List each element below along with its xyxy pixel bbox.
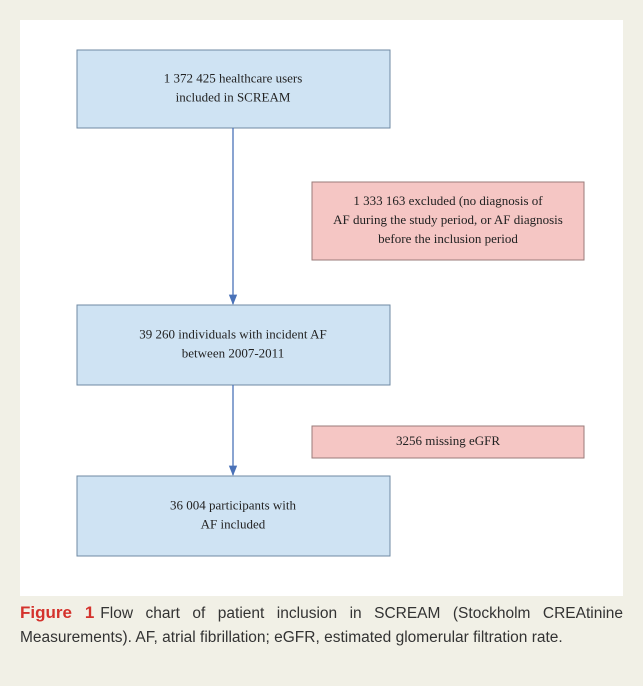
node-label: 36 004 participants with [170,497,297,512]
node-label: AF included [201,516,266,531]
node-label: before the inclusion period [378,231,518,246]
exclusion-box [311,181,585,261]
node-label: 3256 missing eGFR [396,433,500,448]
node-box [76,49,391,129]
node-label: 39 260 individuals with incident AF [139,326,326,341]
node-label: 1 333 163 excluded (no diagnosis of [353,193,543,208]
flowchart: 1 372 425 healthcare users included in SC… [76,49,585,557]
caption-text: Flow chart of patient inclusion in SCREA… [20,605,624,646]
caption-label: Figure 1 [20,603,95,622]
node-box [76,475,391,557]
node-label: 1 372 425 healthcare users [164,70,303,85]
figure-panel: 1 372 425 healthcare users included in SC… [20,20,623,596]
exclusion-box [311,425,585,459]
node-label: included in SCREAM [176,89,291,104]
node-label: AF during the study period, or AF diagno… [333,212,563,227]
node-label: between 2007-2011 [182,345,284,360]
caption: Figure 1 Flow chart of patient inclusion … [20,601,623,650]
